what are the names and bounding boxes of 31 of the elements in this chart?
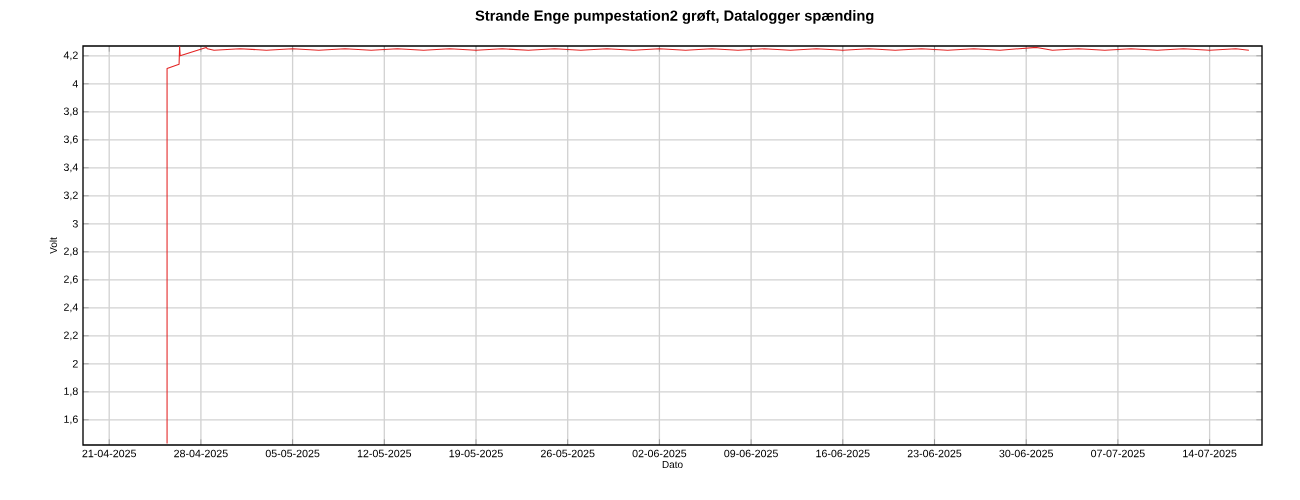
x-tick-label: 02-06-2025 — [632, 449, 687, 458]
x-tick-label: 07-07-2025 — [1091, 449, 1145, 458]
x-tick-label: 19-05-2025 — [449, 449, 503, 458]
y-tick-label: 2,2 — [64, 331, 78, 341]
y-tick-label: 2,6 — [64, 275, 78, 285]
x-tick-label: 21-04-2025 — [82, 449, 137, 458]
y-tick-label: 4 — [72, 80, 78, 88]
x-tick-label: 14-07-2025 — [1183, 449, 1237, 458]
x-tick-label: 09-06-2025 — [724, 449, 778, 458]
y-tick-label: 4,2 — [63, 51, 78, 61]
x-tick-label: 05-05-2025 — [265, 449, 320, 458]
x-tick-label: 23-06-2025 — [907, 449, 962, 458]
x-tick-label: 16-06-2025 — [816, 449, 870, 458]
line-series — [166, 46, 1250, 445]
y-tick-label: 3,4 — [63, 163, 78, 173]
chart-title: Strande Enge pumpestation2 grøft, Datalogger spænding — [475, 10, 874, 24]
y-tick-label: 1,8 — [64, 387, 78, 397]
y-tick-label: 2 — [72, 360, 78, 368]
x-tick-label: 12-05-2025 — [357, 449, 412, 458]
y-axis-title: Volt — [49, 237, 57, 254]
y-tick-label: 3,6 — [63, 135, 78, 145]
y-tick-label: 2,4 — [64, 303, 78, 313]
x-tick-label: 26-05-2025 — [540, 449, 595, 458]
y-tick-label: 3 — [72, 220, 78, 228]
y-tick-label: 2,8 — [64, 247, 78, 257]
y-tick-label: 1,6 — [64, 415, 78, 425]
y-tick-label: 3,2 — [63, 191, 78, 201]
x-tick-label: 28-04-2025 — [174, 449, 228, 458]
x-axis-title: Dato — [662, 461, 683, 469]
y-tick-label: 3,8 — [63, 107, 78, 117]
x-tick-label: 30-06-2025 — [999, 449, 1054, 458]
